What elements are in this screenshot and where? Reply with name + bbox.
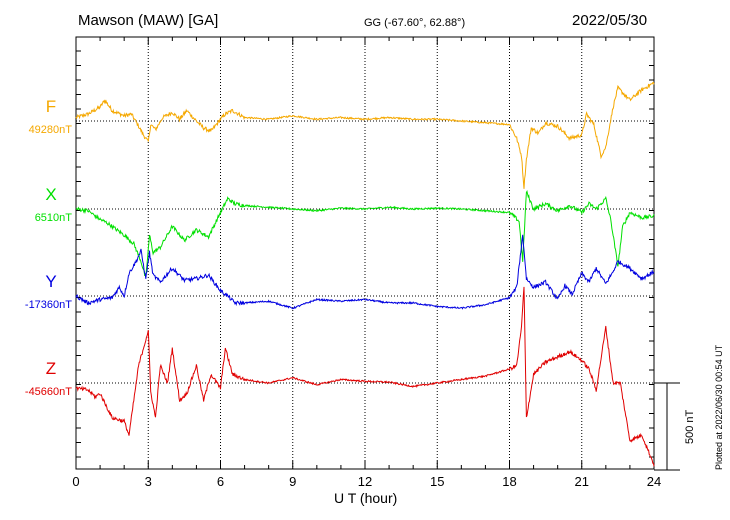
x-tick-labels: 0 3 6 9 12 15 18 21 24 — [72, 474, 661, 489]
scale-bar — [654, 382, 680, 471]
series-line-x — [76, 190, 655, 278]
series-group — [75, 81, 655, 467]
x-tick-label: 0 — [72, 474, 79, 489]
series-line-y — [75, 234, 655, 310]
series-name-z: Z — [46, 359, 56, 378]
x-tick-label: 6 — [217, 474, 224, 489]
series-baseline-z: -45660nT — [25, 386, 72, 398]
series-name-y: Y — [45, 272, 56, 291]
series-line-f — [75, 81, 655, 189]
x-tick-label: 24 — [647, 474, 661, 489]
x-axis-label: U T (hour) — [334, 490, 398, 506]
series-baseline-x: 6510nT — [35, 212, 73, 224]
station-title: Mawson (MAW) [GA] — [78, 12, 219, 29]
date-label: 2022/05/30 — [572, 12, 648, 29]
series-baseline-f: 49280nT — [29, 124, 73, 136]
x-tick-label: 12 — [358, 474, 372, 489]
grid-lines — [76, 37, 654, 469]
x-tick-label: 15 — [430, 474, 444, 489]
series-line-z — [75, 286, 655, 467]
coordinates-label: GG (-67.60°, 62.88°) — [364, 17, 466, 29]
series-baseline-y: -17360nT — [25, 299, 72, 311]
x-tick-label: 21 — [575, 474, 589, 489]
x-tick-label: 9 — [289, 474, 296, 489]
series-name-x: X — [45, 185, 56, 204]
axis-ticks — [75, 37, 655, 469]
series-labels: F 49280nT X 6510nT Y -17360nT Z -45660nT — [25, 97, 72, 398]
x-tick-label: 18 — [502, 474, 516, 489]
series-name-f: F — [46, 97, 56, 116]
x-tick-label: 3 — [145, 474, 152, 489]
